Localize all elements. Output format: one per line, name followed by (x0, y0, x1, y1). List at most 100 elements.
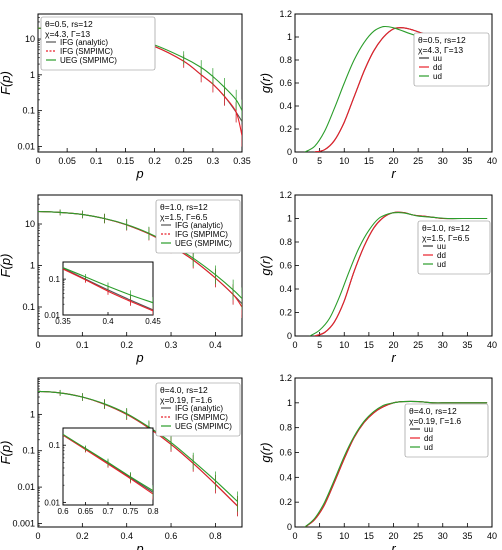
x-tick-label: 15 (364, 340, 374, 350)
x-tick-label: 5 (317, 531, 322, 541)
y-tick-label: 1 (30, 409, 35, 419)
series-line-ud (304, 400, 488, 527)
legend-entry: ud (433, 72, 442, 81)
x-tick-label: 40 (487, 340, 497, 350)
y-tick-label: 0.8 (279, 423, 292, 433)
legend-box (417, 220, 491, 275)
x-tick-label: 0.15 (117, 156, 135, 166)
x-tick-label: 5 (317, 340, 322, 350)
legend-title: χ=1.5, Γ=6.5 (422, 233, 470, 243)
x-tick-label: 20 (388, 340, 398, 350)
chart-panel-6: 0 5 10 15 20 25 30 35 40 0 0.2 0.4 0.6 0.8 1 1.2 r g(r) θ=… (258, 373, 497, 550)
y-tick-label: 10 (25, 219, 35, 229)
chart-panel-1: 0 0.05 0.1 0.15 0.2 0.25 0.3 0.35 0.01 0.1 1 10 p F(p… (0, 13, 251, 181)
legend-entry: UEG (SMPIMC) (175, 239, 232, 248)
x-tick-label: 0.35 (233, 156, 251, 166)
legend-entry: IFG (SMPIMC) (175, 413, 228, 422)
y-tick-label: 0.1 (22, 302, 35, 312)
legend-title: θ=0.5, rs=12 (45, 19, 93, 29)
x-tick-label: 10 (339, 531, 349, 541)
x-tick-label: 0 (292, 340, 297, 350)
x-tick-label: 0.8 (147, 507, 159, 516)
x-tick-label: 5 (317, 156, 322, 166)
y-tick-label: 1 (30, 70, 35, 80)
x-tick-label: 25 (413, 156, 423, 166)
legend-title: χ=0.19, Γ=1.6 (409, 416, 461, 426)
x-axis-label: r (391, 166, 396, 181)
x-tick-label: 40 (487, 531, 497, 541)
legend-entry: uu (424, 425, 433, 434)
y-tick-label: 0.01 (17, 482, 35, 492)
y-tick-label: 0.6 (279, 261, 292, 271)
y-tick-label: 0.2 (279, 497, 292, 507)
legend-entry: ud (437, 260, 446, 269)
y-axis-label: g(r) (258, 73, 273, 93)
y-tick-label: 0.1 (49, 441, 61, 450)
y-axis-label: g(r) (258, 255, 273, 275)
inset-plot: 0.35 0.4 0.45 0.01 0.1 (44, 261, 161, 326)
x-tick-label: 0.6 (57, 507, 69, 516)
plot-frame (62, 261, 154, 316)
legend-title: χ=1.5, Γ=6.5 (160, 212, 208, 222)
x-tick-label: 0.7 (102, 507, 114, 516)
y-tick-label: 0.01 (44, 311, 60, 320)
chart-panel-4: 0 5 10 15 20 25 30 35 40 0 0.2 0.4 0.6 0.8 1 1.2 r g(r) θ=… (258, 190, 497, 365)
y-tick-label: 0.8 (279, 55, 292, 65)
legend-box (155, 199, 241, 254)
legend-box (404, 403, 489, 458)
y-tick-label: 0 (287, 331, 292, 341)
y-tick-label: 0.2 (279, 308, 292, 318)
x-tick-label: 30 (438, 531, 448, 541)
legend-entry: IFG (analytic) (175, 404, 223, 413)
x-tick-label: 15 (364, 156, 374, 166)
x-tick-label: 0.4 (120, 531, 133, 541)
y-tick-label: 0.6 (279, 448, 292, 458)
x-tick-label: 35 (462, 156, 472, 166)
legend-entry: UEG (SMPIMC) (60, 56, 117, 65)
x-axis-label: r (391, 350, 396, 365)
y-tick-label: 0.01 (44, 498, 60, 507)
y-tick-label: 0.1 (49, 275, 61, 284)
x-tick-label: 10 (339, 156, 349, 166)
inset-plot: 0.6 0.65 0.7 0.75 0.8 0.01 0.1 (44, 427, 159, 516)
x-tick-label: 20 (388, 156, 398, 166)
legend-title: χ=4.3, Γ=13 (45, 29, 90, 39)
x-tick-label: 0.3 (207, 156, 220, 166)
y-axis-label: F(p) (0, 254, 13, 278)
legend-entry: IFG (SMPIMC) (60, 47, 113, 56)
x-tick-label: 0.65 (78, 507, 94, 516)
y-tick-label: 0 (287, 522, 292, 532)
y-tick-label: 0.4 (279, 472, 292, 482)
legend-title: θ=4.0, rs=12 (409, 406, 457, 416)
x-axis-label: r (391, 541, 396, 550)
legend-title: χ=4.3, Γ=13 (418, 45, 463, 55)
y-tick-label: 0.2 (279, 124, 292, 134)
x-tick-label: 25 (413, 340, 423, 350)
x-tick-label: 0 (35, 531, 40, 541)
legend-box (413, 32, 490, 87)
legend-title: θ=0.5, rs=12 (418, 35, 466, 45)
legend-entry: ud (424, 443, 433, 452)
legend-entry: UEG (SMPIMC) (175, 422, 232, 431)
x-tick-label: 0.25 (175, 156, 193, 166)
y-tick-label: 0.1 (22, 446, 35, 456)
legend-title: χ=0.19, Γ=1.6 (160, 395, 212, 405)
x-tick-label: 20 (388, 531, 398, 541)
y-tick-label: 1 (287, 398, 292, 408)
y-tick-label: 0.1 (22, 106, 35, 116)
x-tick-label: 30 (438, 156, 448, 166)
y-tick-label: 0.01 (17, 141, 35, 151)
x-tick-label: 0.4 (102, 317, 114, 326)
y-tick-label: 1 (30, 261, 35, 271)
x-tick-label: 0 (35, 340, 40, 350)
x-tick-label: 0.1 (90, 156, 103, 166)
x-tick-label: 0 (292, 531, 297, 541)
y-axis-label: F(p) (0, 71, 13, 95)
series-line-ud (309, 212, 488, 336)
chart-panel-2: 0 5 10 15 20 25 30 35 40 0 0.2 0.4 0.6 0.8 1 1.2 r g(r) θ=… (258, 9, 497, 181)
